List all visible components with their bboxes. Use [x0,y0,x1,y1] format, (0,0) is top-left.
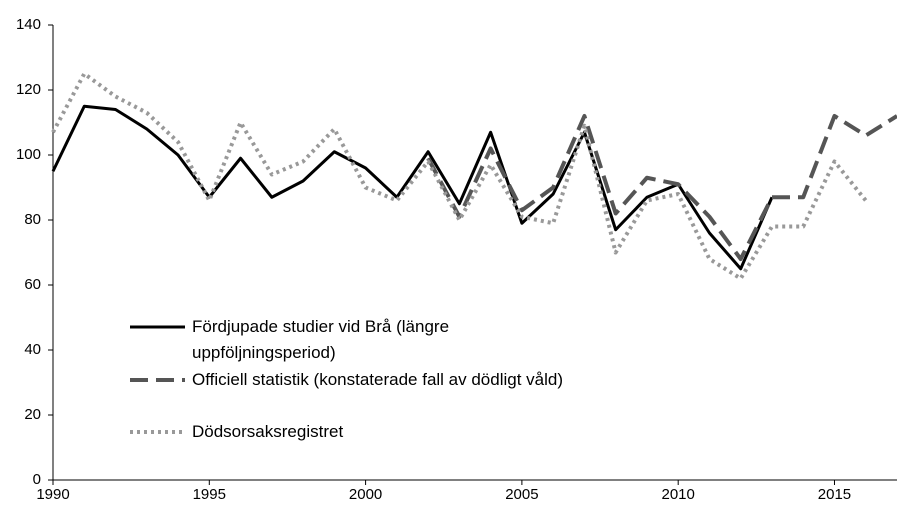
y-tick-label: 40 [24,341,41,358]
series-line [426,114,897,261]
series-line [51,104,774,271]
y-tick-label: 0 [33,471,41,488]
y-tick-label: 100 [16,146,41,163]
y-tick-label: 20 [24,406,41,423]
y-tick-label: 60 [24,276,41,293]
x-tick-label: 2005 [505,486,538,503]
x-tick-label: 1995 [193,486,226,503]
y-tick-label: 80 [24,211,41,228]
series-line [51,71,868,281]
legend-label: Fördjupade studier vid Brå (längre uppfö… [192,317,450,362]
x-tick-label: 1990 [36,486,69,503]
x-tick-label: 2015 [818,486,851,503]
x-tick-label: 2000 [349,486,382,503]
legend-label: Dödsorsaksregistret [192,422,344,441]
y-tick-label: 140 [16,16,41,33]
x-tick-label: 2010 [661,486,694,503]
legend-label: Officiell statistik (konstaterade fall a… [192,370,564,389]
y-tick-label: 120 [16,81,41,98]
